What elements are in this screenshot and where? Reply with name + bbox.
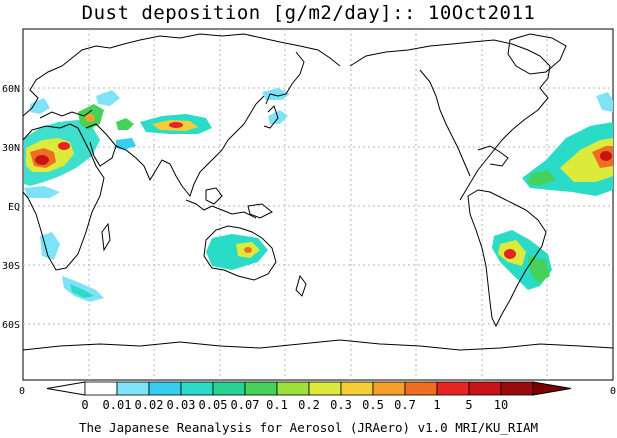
colorbar-label: 5 xyxy=(465,398,472,412)
dust-asia-core xyxy=(169,122,183,128)
coast-indonesia xyxy=(185,199,257,219)
dust-iran xyxy=(116,138,136,150)
map-panel: 60N 30N EQ 30S 60S xyxy=(2,28,614,381)
colorbar: 0 0 0 0.01 0.02 0.03 0.05 0.07 0.1 0.2 0.3 0.5 0.7… xyxy=(19,381,616,412)
colorbar-label: 0.2 xyxy=(298,398,320,412)
colorbar-label: 0.01 xyxy=(103,398,132,412)
coast-arabia xyxy=(85,123,117,167)
colorbar-cell xyxy=(308,381,342,396)
colorbar-cell xyxy=(404,381,438,396)
dust-sahara-core2 xyxy=(58,142,70,150)
dust-caribbean xyxy=(528,170,556,186)
colorbar-label: 0.03 xyxy=(167,398,196,412)
map-title: Dust deposition [g/m2/day]:: 10Oct2011 xyxy=(81,2,536,24)
coast-madagascar xyxy=(101,222,111,252)
coast-japan xyxy=(263,105,279,129)
colorbar-cell xyxy=(500,381,534,396)
coast-australia xyxy=(203,225,277,281)
colorbar-right-label: 0 xyxy=(610,386,616,397)
coast-asia-south xyxy=(115,95,265,198)
colorbar-high-arrow xyxy=(532,381,572,396)
dust-safrica-plume-core xyxy=(70,284,94,298)
dust-atlantic-core xyxy=(600,151,612,161)
coast-europe xyxy=(22,43,125,117)
map-frame xyxy=(22,28,614,381)
colorbar-label: 0.1 xyxy=(266,398,288,412)
coast-mediterranean xyxy=(39,109,93,119)
colorbar-cell xyxy=(212,381,246,396)
colorbar-cell xyxy=(436,381,470,396)
lat-label-60n: 60N xyxy=(2,84,20,95)
colorbar-label: 10 xyxy=(494,398,508,412)
coast-asia-north xyxy=(123,33,341,67)
colorbar-cell xyxy=(180,381,214,396)
colorbar-cell xyxy=(84,381,118,396)
colorbar-label: 0 xyxy=(81,398,88,412)
dust-europe2 xyxy=(96,90,120,106)
coast-us-west xyxy=(419,69,471,177)
coast-newzealand xyxy=(295,274,307,297)
lat-label-60s: 60S xyxy=(2,320,20,331)
colorbar-low-arrow xyxy=(46,381,86,396)
dust-safrica xyxy=(40,232,60,260)
coast-newguinea xyxy=(247,203,273,219)
lat-label-30s: 30S xyxy=(2,261,20,272)
dust-samerica-sea xyxy=(528,256,550,284)
colorbar-label: 1 xyxy=(433,398,440,412)
coast-antarctica xyxy=(22,339,614,351)
coast-north-america xyxy=(349,39,551,201)
dust-samerica-core xyxy=(504,249,516,259)
coast-borneo xyxy=(205,187,223,205)
colorbar-cell xyxy=(340,381,374,396)
colorbar-label: 0.05 xyxy=(199,398,228,412)
colorbar-cell xyxy=(148,381,182,396)
lat-label-30n: 30N xyxy=(2,143,20,154)
footer-credit: The Japanese Reanalysis for Aerosol (JRA… xyxy=(78,420,539,435)
lat-label-eq: EQ xyxy=(8,202,20,213)
coastlines xyxy=(22,33,614,351)
dust-safrica-plume xyxy=(62,276,104,302)
dust-field xyxy=(24,88,613,302)
colorbar-cell xyxy=(276,381,310,396)
dust-australia-core xyxy=(244,247,252,253)
dust-atlantic-tail xyxy=(596,92,613,112)
coast-greenland xyxy=(507,33,567,75)
dust-sahel xyxy=(24,186,60,198)
coast-africa xyxy=(22,123,105,271)
colorbar-label: 0.5 xyxy=(362,398,384,412)
colorbar-left-label: 0 xyxy=(19,386,25,397)
colorbar-label: 0.7 xyxy=(394,398,416,412)
colorbar-label: 0.3 xyxy=(330,398,352,412)
colorbar-label: 0.02 xyxy=(135,398,164,412)
coast-south-america xyxy=(467,189,547,328)
lat-labels: 60N 30N EQ 30S 60S xyxy=(2,84,20,331)
dust-europe xyxy=(30,98,50,114)
colorbar-cell xyxy=(244,381,278,396)
dust-aral xyxy=(116,118,134,130)
colorbar-cell xyxy=(372,381,406,396)
colorbar-cell xyxy=(468,381,502,396)
coast-gulf xyxy=(477,145,509,167)
colorbar-cell xyxy=(116,381,150,396)
dust-mideast-core xyxy=(85,114,95,122)
colorbar-label: 0.07 xyxy=(231,398,260,412)
coast-kamchatka xyxy=(265,51,305,105)
dust-sahara-core xyxy=(35,155,49,165)
